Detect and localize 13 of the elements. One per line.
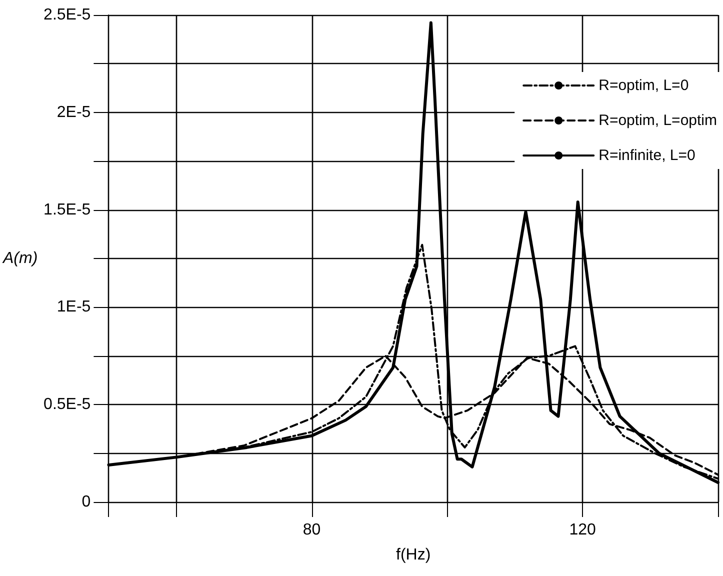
y-tick-label: 2.5E-5 xyxy=(44,6,91,24)
x-tick-label: 80 xyxy=(302,522,321,538)
legend-label: R=infinite, L=0 xyxy=(598,147,696,164)
legend-label: R=optim, L=optim xyxy=(598,112,717,129)
y-tick-label: 1E-5 xyxy=(56,298,91,316)
y-tick-label: 0.5E-5 xyxy=(44,396,91,414)
legend-label: R=optim, L=0 xyxy=(598,77,689,94)
y-tick-label: 2E-5 xyxy=(56,104,91,121)
x-tick-label: 120 xyxy=(569,522,596,538)
y-tick-label: 1.5E-5 xyxy=(44,201,91,218)
y-axis-title: A(m) xyxy=(2,250,38,267)
y-tick-label: 0 xyxy=(82,494,91,510)
x-axis-title: f(Hz) xyxy=(396,546,431,564)
